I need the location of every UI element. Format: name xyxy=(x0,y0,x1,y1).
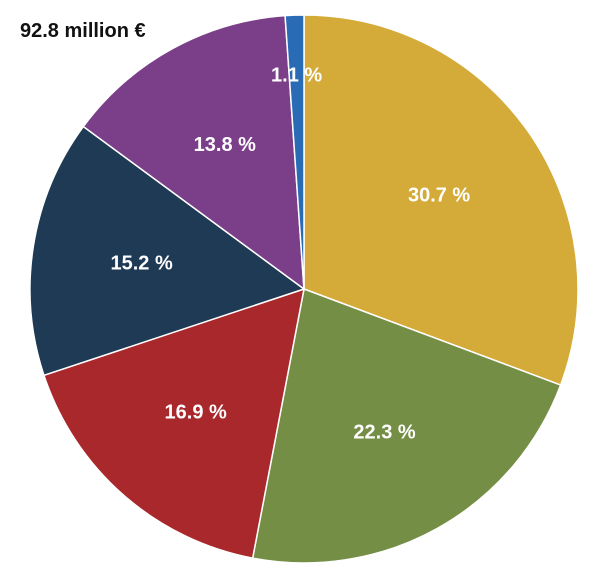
slice-label-3: 16.9 % xyxy=(165,402,227,424)
slice-label-4: 15.2 % xyxy=(110,252,172,274)
slice-label-6: 1.1 % xyxy=(271,64,322,86)
pie-labels: 30.7 % 22.3 % 16.9 % 15.2 % 13.8 % 1.1 % xyxy=(110,64,470,443)
pie-slice-4 xyxy=(29,125,306,377)
pie-slice-6 xyxy=(284,14,305,290)
chart-title: 92.8 million € xyxy=(20,20,146,42)
pie-slice-2 xyxy=(251,287,562,564)
slice-label-1: 30.7 % xyxy=(408,184,470,206)
pie-slice-5 xyxy=(82,14,305,291)
slice-label-5: 13.8 % xyxy=(194,134,256,156)
pie-slice-1 xyxy=(303,14,579,387)
pie-slice-3 xyxy=(43,287,305,560)
slice-label-2: 22.3 % xyxy=(353,421,415,443)
pie-slices xyxy=(29,14,579,564)
